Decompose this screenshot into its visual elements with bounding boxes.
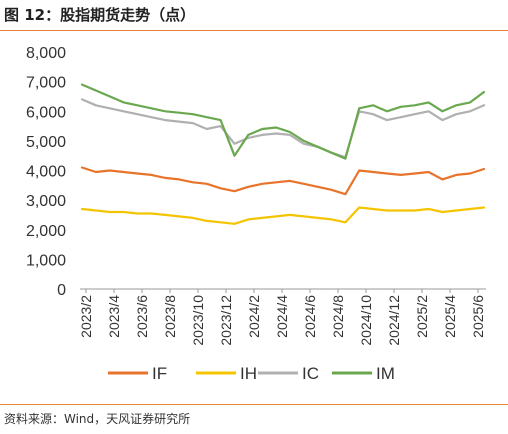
y-axis: 0 1,000 2,000 3,000 4,000 5,000 6,000 7,000 8,00… — [26, 45, 66, 299]
series-lines — [80, 83, 486, 225]
legend-label-im: IM — [376, 364, 395, 383]
source-note: 资料来源：Wind，天风证券研究所 — [4, 412, 191, 426]
series-line-ic — [80, 98, 486, 159]
x-tick-label: 2023/10 — [190, 295, 206, 346]
x-tick-label: 2023/6 — [134, 295, 150, 338]
x-tick-label: 2025/6 — [470, 295, 486, 338]
x-tick-label: 2023/2 — [78, 295, 94, 338]
x-tick-label: 2024/8 — [330, 295, 346, 338]
x-tick-label: 2023/12 — [218, 295, 234, 346]
y-tick-label: 3,000 — [26, 193, 66, 210]
legend: IF IH IC IM — [108, 364, 395, 383]
series-line-ih — [80, 206, 486, 225]
y-tick-label: 4,000 — [26, 164, 66, 181]
y-tick-label: 0 — [57, 282, 66, 299]
source-divider — [0, 404, 508, 405]
y-tick-label: 8,000 — [26, 45, 66, 62]
x-tick-label: 2025/2 — [414, 295, 430, 338]
y-tick-label: 5,000 — [26, 134, 66, 151]
x-tick-label: 2024/10 — [358, 295, 374, 346]
y-tick-label: 6,000 — [26, 104, 66, 121]
x-tick-label: 2023/8 — [162, 295, 178, 338]
series-line-im — [80, 83, 486, 160]
y-tick-label: 7,000 — [26, 75, 66, 92]
series-line-if — [80, 166, 486, 196]
legend-label-ih: IH — [240, 364, 257, 383]
legend-label-ic: IC — [302, 364, 319, 383]
x-tick-label: 2024/12 — [386, 295, 402, 346]
x-tick-label: 2025/4 — [442, 295, 458, 338]
x-tick-label: 2024/4 — [274, 295, 290, 338]
legend-label-if: IF — [152, 364, 167, 383]
x-tick-label: 2024/6 — [302, 295, 318, 338]
x-tick-label: 2024/2 — [246, 295, 262, 338]
x-axis: 2023/2 2023/4 2023/6 2023/8 2023/10 2023/12 20… — [78, 288, 486, 346]
title-divider — [0, 30, 508, 31]
y-tick-label: 1,000 — [26, 252, 66, 269]
x-tick-label: 2023/4 — [106, 295, 122, 338]
figure-title: 图 12：股指期货走势（点） — [4, 6, 196, 24]
y-tick-label: 2,000 — [26, 223, 66, 240]
